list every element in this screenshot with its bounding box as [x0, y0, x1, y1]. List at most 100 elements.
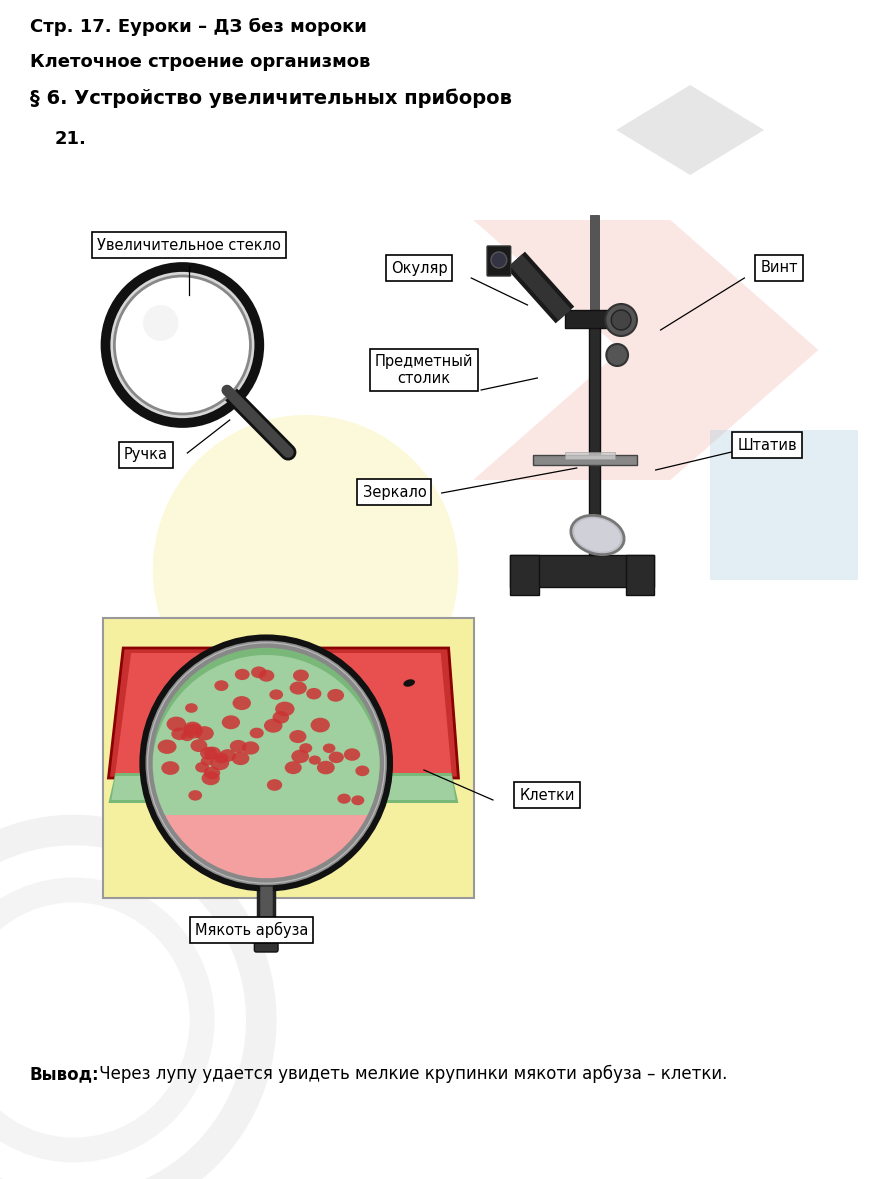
FancyBboxPatch shape: [533, 455, 637, 466]
FancyBboxPatch shape: [487, 246, 511, 276]
Ellipse shape: [574, 519, 621, 552]
Circle shape: [606, 304, 637, 336]
Ellipse shape: [181, 732, 194, 742]
Ellipse shape: [338, 793, 350, 804]
FancyBboxPatch shape: [103, 618, 474, 898]
Ellipse shape: [323, 744, 335, 753]
Ellipse shape: [233, 696, 251, 710]
Text: Клеточное строение организмов: Клеточное строение организмов: [30, 53, 370, 71]
Ellipse shape: [229, 740, 246, 752]
Circle shape: [106, 266, 259, 423]
Ellipse shape: [220, 749, 236, 762]
Ellipse shape: [351, 796, 365, 805]
Ellipse shape: [329, 751, 344, 763]
Ellipse shape: [293, 670, 309, 681]
Ellipse shape: [334, 664, 346, 672]
Ellipse shape: [264, 719, 282, 732]
Ellipse shape: [272, 711, 289, 724]
Ellipse shape: [200, 746, 217, 759]
Ellipse shape: [171, 727, 188, 740]
Ellipse shape: [571, 515, 625, 554]
Ellipse shape: [250, 727, 263, 738]
Text: Вывод:: Вывод:: [30, 1065, 99, 1084]
Text: Увеличительное стекло: Увеличительное стекло: [98, 237, 281, 252]
Ellipse shape: [161, 762, 179, 775]
Ellipse shape: [203, 766, 220, 779]
Text: 21.: 21.: [55, 130, 86, 149]
FancyBboxPatch shape: [564, 310, 615, 328]
Ellipse shape: [356, 765, 369, 776]
Polygon shape: [710, 430, 857, 580]
Ellipse shape: [270, 690, 283, 700]
Ellipse shape: [201, 757, 213, 766]
Ellipse shape: [285, 762, 302, 775]
Ellipse shape: [299, 743, 312, 753]
Ellipse shape: [221, 716, 240, 730]
Ellipse shape: [191, 739, 207, 752]
Ellipse shape: [289, 730, 306, 743]
Circle shape: [143, 305, 178, 341]
Ellipse shape: [192, 670, 202, 677]
FancyBboxPatch shape: [511, 554, 538, 595]
Text: Через лупу удается увидеть мелкие крупинки мякоти арбуза – клетки.: Через лупу удается увидеть мелкие крупин…: [94, 1065, 727, 1084]
Ellipse shape: [195, 762, 209, 772]
Polygon shape: [108, 648, 459, 778]
Text: Ручка: Ручка: [124, 448, 168, 462]
Circle shape: [151, 647, 381, 880]
Polygon shape: [116, 653, 452, 773]
Ellipse shape: [202, 771, 220, 785]
Circle shape: [611, 310, 631, 330]
FancyBboxPatch shape: [625, 554, 654, 595]
FancyBboxPatch shape: [254, 936, 278, 951]
FancyBboxPatch shape: [590, 315, 599, 555]
Ellipse shape: [188, 790, 202, 801]
Text: Мякоть арбуза: Мякоть арбуза: [194, 922, 308, 938]
Ellipse shape: [214, 752, 228, 764]
Polygon shape: [151, 656, 381, 815]
Polygon shape: [473, 220, 818, 480]
Ellipse shape: [317, 760, 335, 775]
Ellipse shape: [291, 750, 309, 763]
Text: Стр. 17. Еуроки – ДЗ без мороки: Стр. 17. Еуроки – ДЗ без мороки: [30, 18, 366, 37]
Ellipse shape: [344, 749, 360, 760]
Text: Зеркало: Зеркало: [363, 485, 426, 500]
Ellipse shape: [275, 702, 295, 717]
Text: Окуляр: Окуляр: [391, 261, 447, 276]
Ellipse shape: [185, 703, 198, 713]
Ellipse shape: [267, 779, 282, 791]
Text: Штатив: Штатив: [737, 437, 797, 453]
Polygon shape: [111, 776, 455, 801]
Ellipse shape: [309, 756, 321, 765]
Ellipse shape: [311, 718, 330, 732]
Ellipse shape: [195, 726, 214, 740]
FancyBboxPatch shape: [590, 215, 599, 321]
FancyBboxPatch shape: [511, 554, 654, 587]
Ellipse shape: [232, 752, 249, 765]
Circle shape: [491, 252, 507, 268]
Circle shape: [607, 344, 628, 365]
Ellipse shape: [184, 722, 202, 736]
Ellipse shape: [259, 670, 274, 681]
Ellipse shape: [158, 739, 177, 753]
Ellipse shape: [235, 668, 250, 680]
Ellipse shape: [184, 724, 203, 738]
Ellipse shape: [251, 666, 266, 678]
FancyBboxPatch shape: [564, 452, 615, 460]
Ellipse shape: [214, 680, 228, 691]
Text: § 6. Устройство увеличительных приборов: § 6. Устройство увеличительных приборов: [30, 88, 512, 107]
Ellipse shape: [242, 742, 259, 755]
Ellipse shape: [210, 756, 229, 770]
Polygon shape: [108, 773, 459, 803]
Ellipse shape: [167, 717, 186, 731]
Text: Винт: Винт: [760, 261, 797, 276]
Polygon shape: [151, 647, 381, 808]
Ellipse shape: [306, 687, 322, 699]
Text: Клетки: Клетки: [520, 788, 575, 803]
Ellipse shape: [403, 679, 415, 686]
Circle shape: [153, 415, 459, 725]
Circle shape: [115, 276, 250, 414]
Polygon shape: [616, 85, 764, 174]
Ellipse shape: [327, 689, 344, 702]
Ellipse shape: [289, 681, 306, 694]
Ellipse shape: [204, 746, 221, 759]
